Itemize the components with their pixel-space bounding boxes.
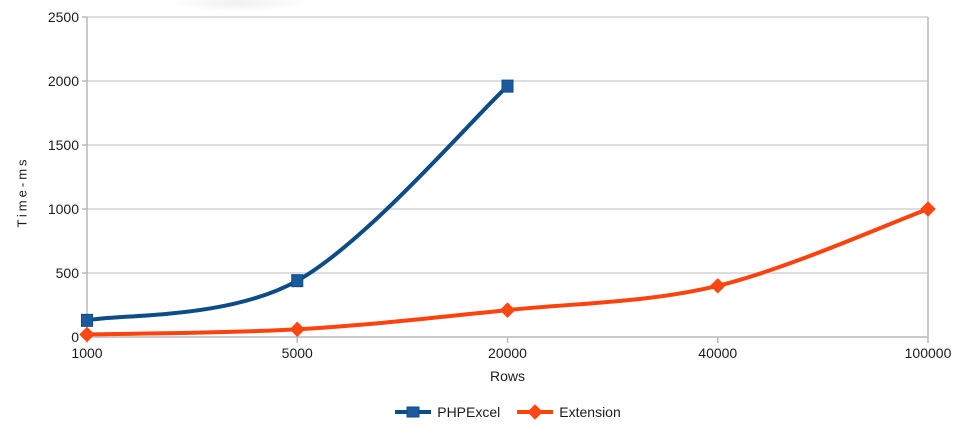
y-tick-label-1000: 1000 xyxy=(48,201,79,217)
extension-legend-marker-icon xyxy=(517,404,554,420)
x-axis-title: Rows xyxy=(489,368,525,384)
y-axis-title: Time-ms xyxy=(14,156,30,228)
x-tick-label-5000: 5000 xyxy=(282,345,313,361)
phpexcel-legend-marker-icon xyxy=(395,406,432,418)
series-phpexcel-line xyxy=(85,84,510,323)
x-tick-label-1000: 1000 xyxy=(71,345,102,361)
legend-item-extension[interactable]: Extension xyxy=(516,404,621,420)
series-phpexcel-marker-1[interactable] xyxy=(291,274,304,288)
y-tick-label-2000: 2000 xyxy=(48,73,79,89)
y-tick-label-500: 500 xyxy=(56,265,80,281)
series-phpexcel-marker-2[interactable] xyxy=(501,79,514,93)
series-phpexcel-marker-0[interactable] xyxy=(81,313,93,327)
y-tick-label-1500: 1500 xyxy=(48,137,79,153)
series-extension-marker-2[interactable] xyxy=(499,302,516,318)
series-extension-marker-4[interactable] xyxy=(920,201,936,217)
y-tick-label-0: 0 xyxy=(71,329,79,345)
legend-label-extension: Extension xyxy=(559,404,621,420)
legend-label-phpexcel: PHPExcel xyxy=(437,404,501,420)
x-tick-label-20000: 20000 xyxy=(488,345,527,361)
legend-item-phpexcel[interactable]: PHPExcel xyxy=(394,404,500,420)
x-tick-label-40000: 40000 xyxy=(698,345,737,361)
x-tick-label-100000: 100000 xyxy=(905,345,952,361)
series-extension-marker-3[interactable] xyxy=(710,278,726,294)
y-tick-label-2500: 2500 xyxy=(48,9,79,25)
series-extension-marker-1[interactable] xyxy=(289,321,305,338)
series-extension-marker-0[interactable] xyxy=(79,326,95,343)
legend: PHPExcel Extension xyxy=(87,401,928,423)
